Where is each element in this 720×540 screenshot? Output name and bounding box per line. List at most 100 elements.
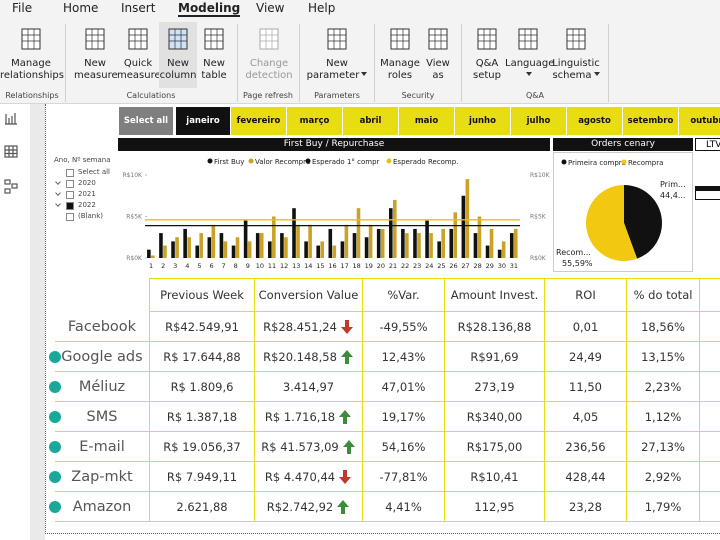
pie-chart: Primeira compra Recompra Prim... 44,4... Rec… [553, 152, 693, 272]
checkbox[interactable] [66, 213, 74, 221]
ribbon-button[interactable]: Change detection [244, 22, 294, 88]
bar [441, 228, 445, 258]
model-view-icon[interactable] [4, 179, 11, 185]
checkbox[interactable] [66, 191, 74, 199]
bar [284, 237, 288, 258]
ribbon-button[interactable]: View as [420, 22, 456, 88]
menu-item[interactable]: Help [308, 1, 336, 15]
bar [195, 245, 200, 258]
x-tick-label: 16 [328, 262, 336, 270]
month-button[interactable]: agosto [567, 107, 622, 135]
bar [344, 224, 349, 258]
button-label: Language [505, 58, 554, 82]
table-cell: 13,15% [627, 342, 700, 372]
ribbon-button[interactable]: Quick measure [117, 22, 161, 88]
x-tick-label: 5 [197, 262, 201, 270]
ribbon-button[interactable]: Manage relationships [0, 22, 64, 88]
button-icon [477, 28, 497, 50]
table-cell: R$42.549,91 [150, 312, 255, 342]
month-button[interactable]: junho [455, 107, 510, 135]
menu-item[interactable]: File [12, 1, 33, 15]
ribbon-button[interactable]: Linguistic schema [550, 22, 602, 88]
x-tick-label: 7 [222, 262, 226, 270]
table-cell: 3.414,97 [255, 372, 363, 402]
month-button[interactable]: janeiro [176, 107, 230, 135]
ribbon-button[interactable]: New measure [74, 22, 118, 88]
slice-value: 55,59% [562, 259, 593, 268]
button-icon [518, 28, 538, 50]
y-tick-label: R$5K [126, 214, 143, 221]
x-tick-label: 31 [510, 262, 518, 270]
month-button[interactable]: abril [343, 107, 398, 135]
bar [207, 237, 212, 258]
checkbox[interactable] [66, 169, 74, 177]
ribbon-button[interactable]: New parameter [304, 22, 370, 88]
month-button[interactable]: fevereiro [231, 107, 286, 135]
month-button[interactable]: março [287, 107, 342, 135]
bar [243, 220, 248, 258]
table-cell: R$ 17.644,88 [150, 342, 255, 372]
x-tick-label: 11 [268, 262, 276, 270]
data-view-icon[interactable] [4, 145, 18, 158]
bar [401, 228, 405, 258]
bar [187, 237, 191, 258]
ribbon-button[interactable]: New column [159, 22, 197, 88]
x-tick-label: 14 [304, 262, 312, 270]
x-tick-label: 18 [353, 262, 361, 270]
dropdown-arrow [593, 72, 600, 79]
table-cell: 112,95 [445, 492, 545, 522]
ribbon-button[interactable]: Manage roles [379, 22, 421, 88]
x-tick-label: 9 [246, 262, 250, 270]
month-button[interactable]: julho [511, 107, 566, 135]
month-button[interactable]: maio [399, 107, 454, 135]
canvas-margin [30, 104, 45, 540]
legend-swatch [386, 158, 392, 164]
bar [308, 224, 312, 258]
column-header: Conversion Value [255, 278, 363, 312]
menu-item[interactable]: Home [63, 1, 99, 15]
table-cell: R$20.148,58 [255, 342, 363, 372]
bar [211, 224, 216, 258]
bar [368, 224, 373, 258]
ribbon-group-label: Relationships [5, 91, 59, 100]
table-cell: R$ 1.716,18 [255, 402, 363, 432]
checkbox[interactable] [66, 180, 74, 188]
report-view-icon[interactable] [5, 113, 17, 125]
ribbon-group-label: Calculations [126, 91, 176, 100]
month-button[interactable]: Select all [119, 107, 173, 135]
menu-item[interactable]: Modeling [178, 1, 241, 17]
ribbon-bar [0, 0, 720, 104]
x-tick-label: 10 [256, 262, 264, 270]
row-dot [49, 471, 61, 483]
x-tick-label: 13 [292, 262, 300, 270]
menu-item[interactable]: View [256, 1, 285, 15]
ribbon-button[interactable]: Language [505, 22, 554, 88]
menu-item[interactable]: Insert [121, 1, 156, 15]
year-item: Select all [78, 168, 110, 176]
filler-cell [700, 312, 720, 342]
channel-table: Previous Week Conversion Value %Var. Amount… [49, 278, 720, 528]
bar [235, 237, 240, 258]
table-cell: 4,05 [545, 402, 627, 432]
bar [247, 241, 252, 258]
year-item: 2021 [78, 190, 96, 198]
month-button[interactable]: outubr [679, 107, 720, 135]
button-label: New table [201, 58, 227, 81]
x-tick-label: 8 [234, 262, 238, 270]
month-button[interactable]: setembro [623, 107, 678, 135]
ribbon-button[interactable]: New table [196, 22, 232, 88]
y2-tick-label: R$0K [530, 255, 547, 262]
bar [388, 208, 393, 258]
ltv-card [695, 186, 720, 200]
view-pane [0, 104, 31, 540]
button-icon [21, 28, 41, 50]
checkbox[interactable] [66, 202, 74, 210]
button-icon [327, 28, 347, 50]
ribbon-separator [299, 24, 300, 102]
x-tick-label: 15 [316, 262, 324, 270]
table-cell: 2,92% [627, 462, 700, 492]
view-icons [4, 113, 18, 194]
bar [425, 220, 429, 258]
ribbon-button[interactable]: Q&A setup [467, 22, 507, 88]
bar [320, 241, 325, 258]
